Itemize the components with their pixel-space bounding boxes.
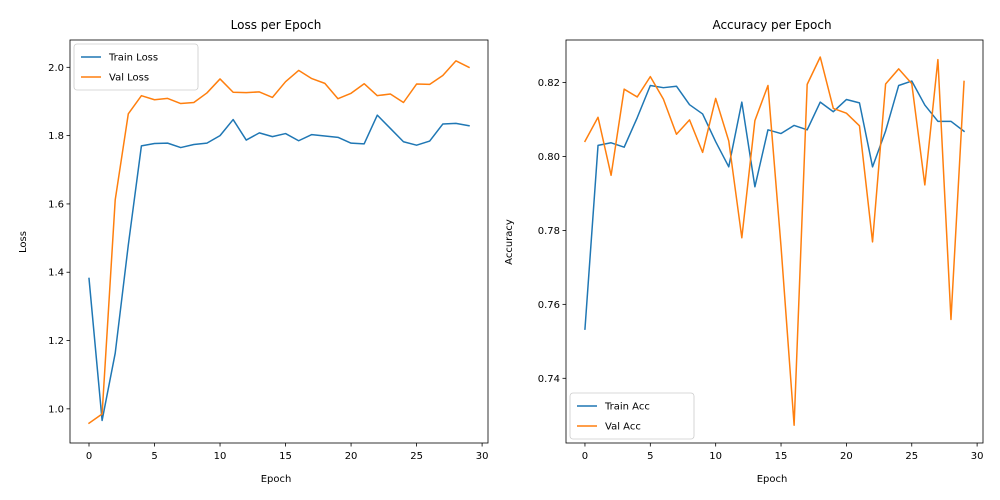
- accuracy-chart: Accuracy per Epoch Epoch Accuracy 0 5 10 15…: [504, 18, 983, 485]
- loss-x-tick-label: 20: [345, 451, 358, 462]
- accuracy-legend-box: [569, 392, 695, 440]
- loss-chart-title: Loss per Epoch: [231, 18, 322, 32]
- accuracy-legend-label-val-acc: Val Acc: [605, 422, 641, 433]
- accuracy-x-tick-label: 0: [582, 451, 588, 462]
- accuracy-legend-label-train-acc: Train Acc: [604, 402, 650, 413]
- loss-x-tick-label: 5: [151, 451, 157, 462]
- accuracy-y-tick-label: 0.74: [538, 374, 560, 385]
- loss-x-tick-label: 10: [214, 451, 227, 462]
- loss-chart: Loss per Epoch Epoch Loss 0 5 10 15 20 25 30 1.…: [18, 18, 488, 485]
- loss-y-tick-label: 1.6: [48, 199, 64, 210]
- accuracy-y-tick-label: 0.76: [538, 300, 560, 311]
- loss-y-tick-label: 1.4: [48, 268, 64, 279]
- loss-x-tick-label: 25: [410, 451, 423, 462]
- accuracy-x-tick-label: 15: [775, 451, 788, 462]
- accuracy-y-tick-label: 0.80: [538, 152, 560, 163]
- loss-y-tick-label: 1.0: [48, 404, 64, 415]
- loss-x-tick-label: 30: [476, 451, 489, 462]
- accuracy-x-axis-label: Epoch: [757, 474, 788, 485]
- accuracy-x-tick-label: 10: [709, 451, 722, 462]
- accuracy-y-tick-label: 0.82: [538, 78, 560, 89]
- accuracy-x-tick-label: 5: [647, 451, 653, 462]
- accuracy-chart-title: Accuracy per Epoch: [712, 18, 831, 32]
- loss-legend: Train Loss Val Loss: [73, 43, 199, 91]
- accuracy-x-tick-label: 20: [840, 451, 853, 462]
- loss-legend-label-val-loss: Val Loss: [109, 73, 149, 84]
- loss-y-tick-label: 1.8: [48, 131, 64, 142]
- accuracy-legend: Train Acc Val Acc: [569, 392, 695, 440]
- loss-x-tick-label: 15: [279, 451, 292, 462]
- accuracy-y-axis-label: Accuracy: [504, 219, 515, 265]
- accuracy-series-line-val-acc: [583, 56, 965, 426]
- loss-plot-frame: [69, 39, 489, 444]
- loss-y-tick-label: 1.2: [48, 336, 64, 347]
- accuracy-plot-frame: [565, 39, 984, 444]
- loss-series-line-val-loss: [87, 60, 471, 425]
- loss-x-tick-label: 0: [86, 451, 92, 462]
- accuracy-x-tick-label: 25: [905, 451, 918, 462]
- loss-legend-box: [73, 43, 199, 91]
- accuracy-x-tick-label: 30: [971, 451, 984, 462]
- loss-series-line-train-loss: [88, 114, 470, 422]
- loss-legend-label-train-loss: Train Loss: [108, 53, 158, 64]
- loss-x-axis-label: Epoch: [261, 474, 292, 485]
- loss-y-axis-label: Loss: [18, 231, 29, 253]
- loss-y-tick-label: 2.0: [48, 63, 64, 74]
- accuracy-y-tick-label: 0.78: [538, 226, 560, 237]
- accuracy-series-line-train-acc: [584, 80, 966, 330]
